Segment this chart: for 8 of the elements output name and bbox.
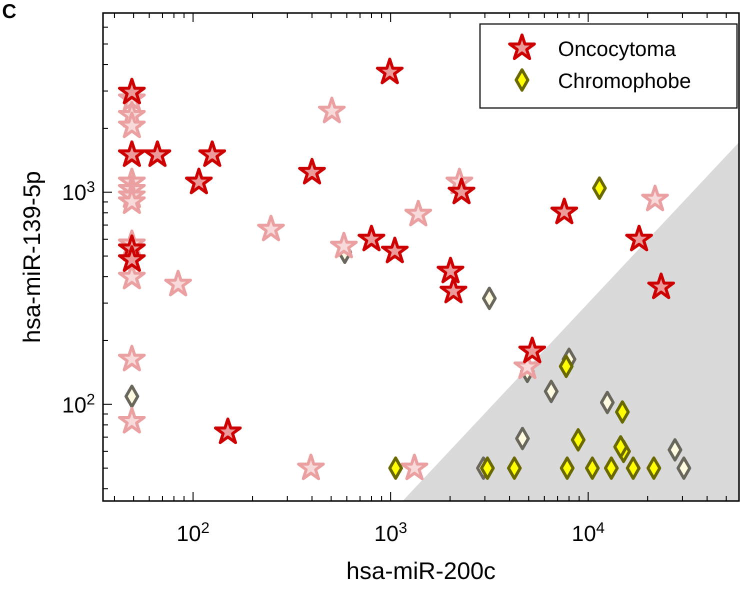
x-tick-label: 10$^{4}$ <box>572 520 606 546</box>
x-tick-label: 10$^{2}$ <box>176 520 210 546</box>
legend-label: Oncocytoma <box>558 38 676 61</box>
x-axis-title: hsa-miR-200c <box>346 558 496 585</box>
y-axis-title: hsa-miR-139-5p <box>19 170 46 344</box>
legend-label: Chromophobe <box>558 70 692 93</box>
x-tick-label: 10$^{3}$ <box>374 520 408 546</box>
text: C <box>2 1 16 23</box>
